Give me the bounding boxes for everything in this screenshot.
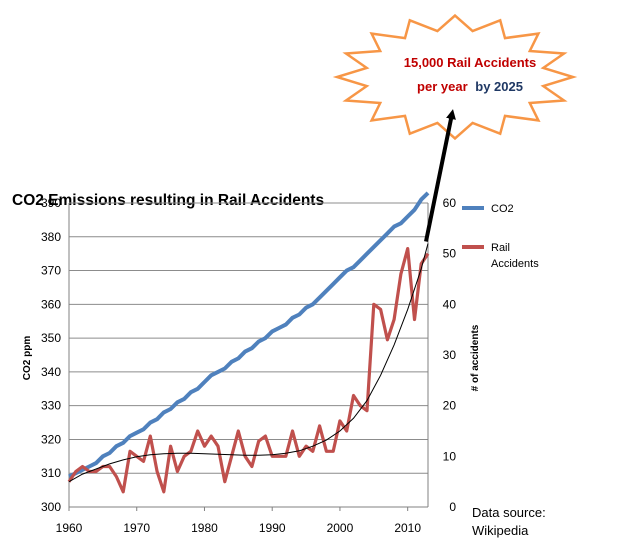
y-tick-300: 300 (41, 500, 61, 514)
y-tick-310: 310 (41, 466, 61, 480)
x-tick-1980: 1980 (191, 521, 218, 535)
y-tick-350: 350 (41, 331, 61, 345)
source-line1: Data source: (472, 505, 546, 520)
x-tick-1970: 1970 (123, 521, 150, 535)
starburst-shape (332, 13, 578, 141)
series-line-co2 (68, 191, 430, 479)
legend-label-rail-accidents-line2: Accidents (491, 258, 539, 270)
y-right-tick-labels: 0 10 20 30 40 50 60 (443, 196, 457, 514)
legend-label-co2: CO2 (491, 203, 514, 215)
y-tick-360: 360 (41, 297, 61, 311)
y-tick-340: 340 (41, 365, 61, 379)
axes (68, 203, 429, 508)
y2-tick-0: 0 (449, 500, 456, 514)
y-tick-330: 330 (41, 399, 61, 413)
callout-line2: per year by 2025 (417, 79, 523, 94)
x-tick-2010: 2010 (394, 521, 421, 535)
x-tick-labels: 1960 1970 1980 1990 2000 2010 (56, 507, 421, 535)
y2-tick-10: 10 (443, 449, 457, 463)
y2-tick-30: 30 (443, 348, 457, 362)
y-left-tick-labels: 300 310 320 330 340 350 360 370 380 390 (41, 196, 61, 514)
callout-line2-part2: by 2025 (475, 79, 523, 94)
series-line-rail-accidents (67, 247, 430, 494)
trend-line (68, 243, 429, 483)
x-tick-2000: 2000 (327, 521, 354, 535)
y2-tick-40: 40 (443, 297, 457, 311)
legend: CO2 Rail Accidents (462, 203, 539, 270)
x-tick-1960: 1960 (56, 521, 83, 535)
callout-line2-part1: per year (417, 79, 468, 94)
legend-label-rail-accidents-line1: Rail (491, 242, 510, 254)
x-tick-1990: 1990 (259, 521, 286, 535)
source-line2: Wikipedia (472, 523, 529, 538)
y-tick-390: 390 (41, 196, 61, 210)
legend-label-rail-accidents: Rail Accidents (491, 242, 539, 270)
y2-axis-label: # of accidents (470, 324, 481, 391)
callout-line1: 15,000 Rail Accidents (404, 55, 536, 70)
y-axis-label: CO2 ppm (22, 336, 33, 381)
y-tick-320: 320 (41, 432, 61, 446)
y2-tick-50: 50 (443, 247, 457, 261)
annotation-arrow (424, 109, 456, 242)
chart-title: CO2 Emissions resulting in Rail Accident… (12, 192, 324, 209)
y-tick-380: 380 (41, 230, 61, 244)
y2-tick-20: 20 (443, 399, 457, 413)
y-tick-370: 370 (41, 264, 61, 278)
grid-lines (69, 202, 428, 474)
callout-starburst: 15,000 Rail Accidents per year by 2025 (332, 13, 578, 141)
y2-tick-60: 60 (443, 196, 457, 210)
